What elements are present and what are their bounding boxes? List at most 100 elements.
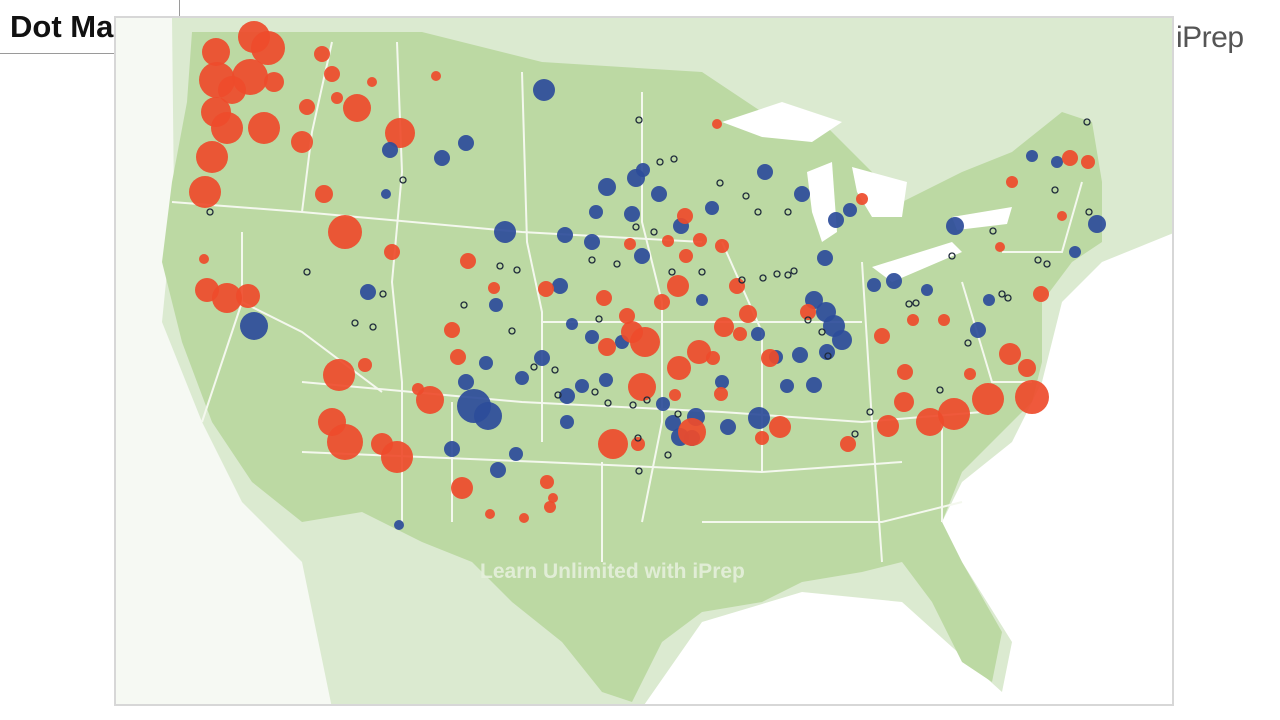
red-dot — [519, 513, 529, 523]
red-dot — [729, 278, 745, 294]
red-dot — [916, 408, 944, 436]
blue-dot — [381, 189, 391, 199]
red-dot — [598, 429, 628, 459]
small-outline-dot — [759, 274, 767, 282]
red-dot — [907, 314, 919, 326]
blue-dot — [534, 350, 550, 366]
red-dot — [631, 437, 645, 451]
small-outline-dot — [784, 208, 792, 216]
small-outline-dot — [635, 116, 643, 124]
red-dot — [343, 94, 371, 122]
blue-dot — [489, 298, 503, 312]
blue-dot — [494, 221, 516, 243]
small-outline-dot — [912, 299, 920, 307]
blue-dot — [474, 402, 502, 430]
red-dot — [264, 72, 284, 92]
red-dot — [624, 238, 636, 250]
small-outline-dot — [1083, 118, 1091, 126]
red-dot — [199, 254, 209, 264]
red-dot — [769, 416, 791, 438]
small-outline-dot — [664, 451, 672, 459]
red-dot — [995, 242, 1005, 252]
blue-dot — [394, 520, 404, 530]
red-dot — [1081, 155, 1095, 169]
blue-dot — [867, 278, 881, 292]
red-dot — [874, 328, 890, 344]
blue-dot — [832, 330, 852, 350]
small-outline-dot — [634, 434, 642, 442]
small-outline-dot — [851, 430, 859, 438]
red-dot — [451, 477, 473, 499]
small-outline-dot — [656, 158, 664, 166]
red-dot — [938, 314, 950, 326]
iprep-logo-text: iPrep — [1176, 21, 1244, 54]
blue-dot — [360, 284, 376, 300]
red-dot — [212, 283, 242, 313]
red-dot — [488, 282, 500, 294]
red-dot — [733, 327, 747, 341]
blue-dot — [533, 79, 555, 101]
red-dot — [485, 509, 495, 519]
small-outline-dot — [670, 155, 678, 163]
watermark: Learn Unlimited with iPrep — [480, 560, 745, 583]
blue-dot — [651, 186, 667, 202]
red-dot — [856, 193, 868, 205]
red-dot — [384, 244, 400, 260]
blue-dot — [560, 415, 574, 429]
small-outline-dot — [629, 401, 637, 409]
blue-dot — [575, 379, 589, 393]
blue-dot — [748, 407, 770, 429]
small-outline-dot — [460, 301, 468, 309]
red-dot — [662, 235, 674, 247]
small-outline-dot — [998, 290, 1006, 298]
red-dot — [189, 176, 221, 208]
red-dot — [800, 304, 816, 320]
small-outline-dot — [948, 252, 956, 260]
small-outline-dot — [513, 266, 521, 274]
lake-huron — [852, 167, 907, 217]
red-dot — [299, 99, 315, 115]
atlantic-gulf-water — [644, 233, 1172, 704]
red-dot — [416, 386, 444, 414]
blue-dot — [509, 447, 523, 461]
small-outline-dot — [379, 290, 387, 298]
small-outline-dot — [496, 262, 504, 270]
small-outline-dot — [351, 319, 359, 327]
red-dot — [669, 389, 681, 401]
red-dot — [548, 493, 558, 503]
small-outline-dot — [595, 315, 603, 323]
small-outline-dot — [399, 176, 407, 184]
red-dot — [714, 317, 734, 337]
red-dot — [381, 441, 413, 473]
blue-dot — [1088, 215, 1106, 233]
small-outline-dot — [508, 327, 516, 335]
blue-dot — [589, 205, 603, 219]
small-outline-dot — [818, 328, 826, 336]
small-outline-dot — [369, 323, 377, 331]
blue-dot — [444, 441, 460, 457]
small-outline-dot — [936, 386, 944, 394]
blue-dot — [559, 388, 575, 404]
red-dot — [761, 349, 779, 367]
red-dot — [444, 322, 460, 338]
small-outline-dot — [754, 208, 762, 216]
blue-dot — [585, 330, 599, 344]
small-outline-dot — [530, 363, 538, 371]
small-outline-dot — [1051, 186, 1059, 194]
red-dot — [972, 383, 1004, 415]
blue-dot — [636, 163, 650, 177]
blue-dot — [434, 150, 450, 166]
dot-layer — [189, 21, 1106, 530]
small-outline-dot — [1085, 208, 1093, 216]
blue-dot — [817, 250, 833, 266]
small-outline-dot — [613, 260, 621, 268]
red-dot — [412, 383, 424, 395]
red-dot — [621, 321, 643, 343]
red-dot — [1057, 211, 1067, 221]
blue-dot — [720, 419, 736, 435]
red-dot — [211, 112, 243, 144]
small-outline-dot — [206, 208, 214, 216]
red-dot — [324, 66, 340, 82]
small-outline-dot — [668, 268, 676, 276]
red-dot — [218, 76, 246, 104]
